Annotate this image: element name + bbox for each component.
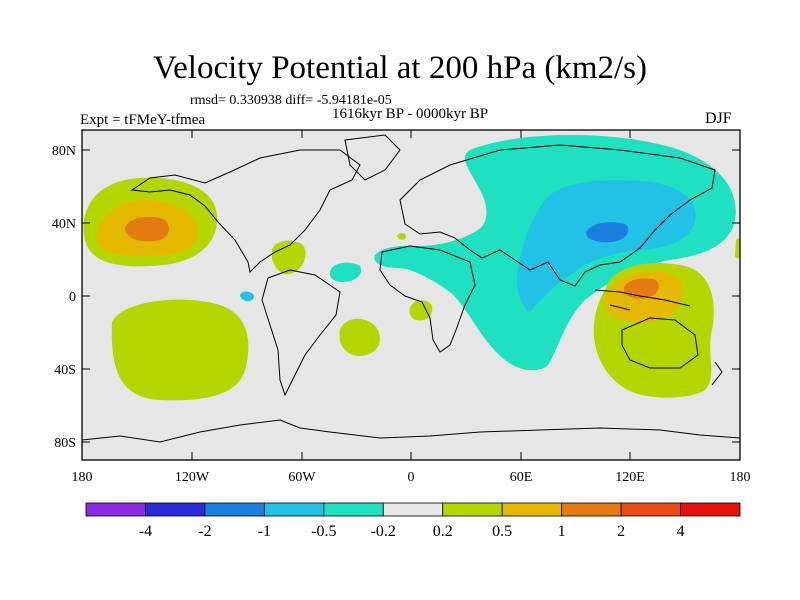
colorbar-label: 1 [558,523,566,540]
colorbar-swatch [501,502,563,517]
colorbar-label: 0.5 [492,523,512,540]
lon-label: 120W [175,470,210,485]
map-title: Velocity Potential at 200 hPa (km2/s) [152,50,648,86]
colorbar: -4 -2 -1 -0.5 -0.2 0.2 0.5 1 2 4 [85,502,741,540]
colorbar-label: -0.5 [311,523,336,540]
lon-label: 0 [408,470,415,485]
colorbar-swatch [620,502,681,517]
lat-labels: 80N 40N 0 40S 80S [52,144,76,451]
lon-label: 180 [72,470,93,485]
eurasia-negative-max [586,222,629,243]
lat-label: 40S [54,363,76,378]
pacific-small-negative [240,291,254,302]
experiment-label: Expt = tFMeY-tfmea [80,112,206,128]
mediterranean-positive [397,233,406,240]
colorbar-swatch [145,502,206,517]
colorbar-label: 4 [677,523,685,540]
colorbar-label: -2 [198,523,211,540]
caribbean-positive [271,240,306,275]
lat-ticks [82,149,740,443]
colorbar-swatch [204,502,265,517]
season-label: DJF [705,110,732,127]
colorbar-swatch [680,502,741,517]
lat-label: 80S [54,436,76,451]
south-pacific-positive [111,299,249,401]
colorbar-swatch [263,502,325,517]
south-atlantic-positive [339,318,380,356]
shaded-field [83,135,740,401]
australia-coast [621,317,699,369]
lon-label: 60E [510,470,533,485]
maritime-coast [594,289,691,311]
period-subtitle: 1616kyr BP - 0000kyr BP [331,106,489,122]
lon-label: 60W [288,470,316,485]
colorbar-label: -0.2 [371,523,396,540]
colorbar-label: -1 [258,523,271,540]
south-america-coast [261,269,341,397]
eurasia-negative-core [517,180,696,312]
lon-label: 180 [730,470,751,485]
lon-ticks [81,130,741,460]
lon-label: 120E [615,470,645,485]
colorbar-swatch [382,502,444,517]
gulf-guinea-positive [409,300,433,321]
antarctica-coast [82,419,740,443]
coastlines [82,134,740,443]
colorbar-label: -4 [139,523,152,540]
lat-label: 40N [52,217,76,232]
lat-label: 0 [69,290,76,305]
colorbar-swatch [85,502,146,517]
colorbar-label: 0.2 [433,523,453,540]
lon-labels: 180 120W 60W 0 60E 120E 180 [72,470,751,485]
eurasia-coast [399,144,716,287]
north-pacific-positive-max [125,216,169,242]
lat-label: 80N [52,144,76,159]
stats-text: rmsd= 0.330938 diff= -5.94181e-05 [190,93,392,108]
colorbar-label: 2 [617,523,625,540]
greenland-coast [344,134,401,181]
colorbar-swatch [323,502,384,517]
africa-coast [379,245,476,353]
colorbar-swatch [442,502,503,517]
new-zealand-coast [711,361,723,386]
dateline-positive [735,238,740,259]
colorbar-swatch [561,502,622,517]
north-america-coast [130,149,361,274]
maritime-positive-max [623,278,659,299]
atlantic-negative [329,262,361,282]
